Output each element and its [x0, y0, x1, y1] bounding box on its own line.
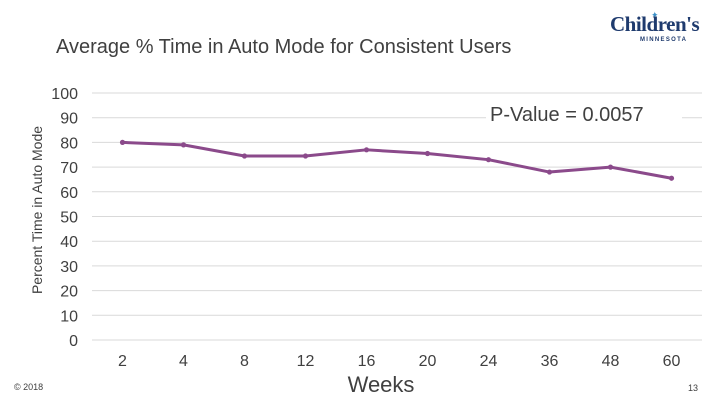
- data-point: [241, 153, 248, 159]
- y-tick-label: 50: [60, 210, 78, 227]
- x-tick-label: 36: [541, 353, 559, 370]
- data-point: [485, 157, 492, 163]
- logo-star-icon: ✦: [651, 10, 659, 20]
- series: [119, 139, 675, 181]
- y-tick-label: 10: [60, 308, 78, 325]
- data-point: [302, 153, 309, 159]
- data-point: [119, 139, 126, 145]
- x-tick-label: 16: [358, 353, 376, 370]
- x-axis-label: Weeks: [348, 372, 415, 397]
- childrens-minnesota-logo: ✦ Children's MINNESOTA: [608, 10, 704, 50]
- y-tick-label: 100: [51, 86, 78, 103]
- x-axis-ticks: 2 4 8 12 16 20 24 36 48 60: [118, 353, 680, 370]
- data-point: [363, 147, 370, 153]
- y-tick-label: 70: [60, 160, 78, 177]
- x-tick-label: 2: [118, 353, 127, 370]
- x-tick-label: 60: [663, 353, 681, 370]
- data-point: [607, 164, 614, 170]
- y-axis-label: Percent Time in Auto Mode: [29, 126, 45, 294]
- y-axis-ticks: 0 10 20 30 40 50 60 70 80 90 100: [51, 86, 78, 350]
- y-tick-label: 0: [69, 333, 78, 350]
- x-tick-label: 20: [419, 353, 437, 370]
- y-tick-label: 30: [60, 259, 78, 276]
- y-tick-label: 40: [60, 234, 78, 251]
- data-point: [424, 150, 431, 157]
- x-tick-label: 48: [602, 353, 620, 370]
- data-point: [668, 175, 675, 181]
- page-number: 13: [688, 383, 699, 393]
- series-line: [122, 140, 672, 180]
- y-tick-label: 80: [60, 135, 78, 152]
- x-tick-label: 24: [480, 353, 498, 370]
- data-point: [180, 142, 187, 148]
- y-tick-label: 20: [60, 284, 78, 301]
- chart-title: Average % Time in Auto Mode for Consiste…: [56, 36, 512, 58]
- p-value-annotation: P-Value = 0.0057: [490, 104, 644, 126]
- gridlines: [92, 92, 702, 341]
- x-tick-label: 4: [179, 353, 188, 370]
- p-value-background: [486, 100, 682, 128]
- x-tick-label: 8: [240, 353, 249, 370]
- data-point: [546, 169, 553, 175]
- logo-name: Children's: [610, 12, 700, 36]
- logo-subtitle: MINNESOTA: [640, 37, 688, 43]
- copyright: © 2018: [14, 382, 44, 392]
- y-tick-label: 90: [60, 111, 78, 128]
- y-tick-label: 60: [60, 185, 78, 202]
- x-tick-label: 12: [297, 353, 315, 370]
